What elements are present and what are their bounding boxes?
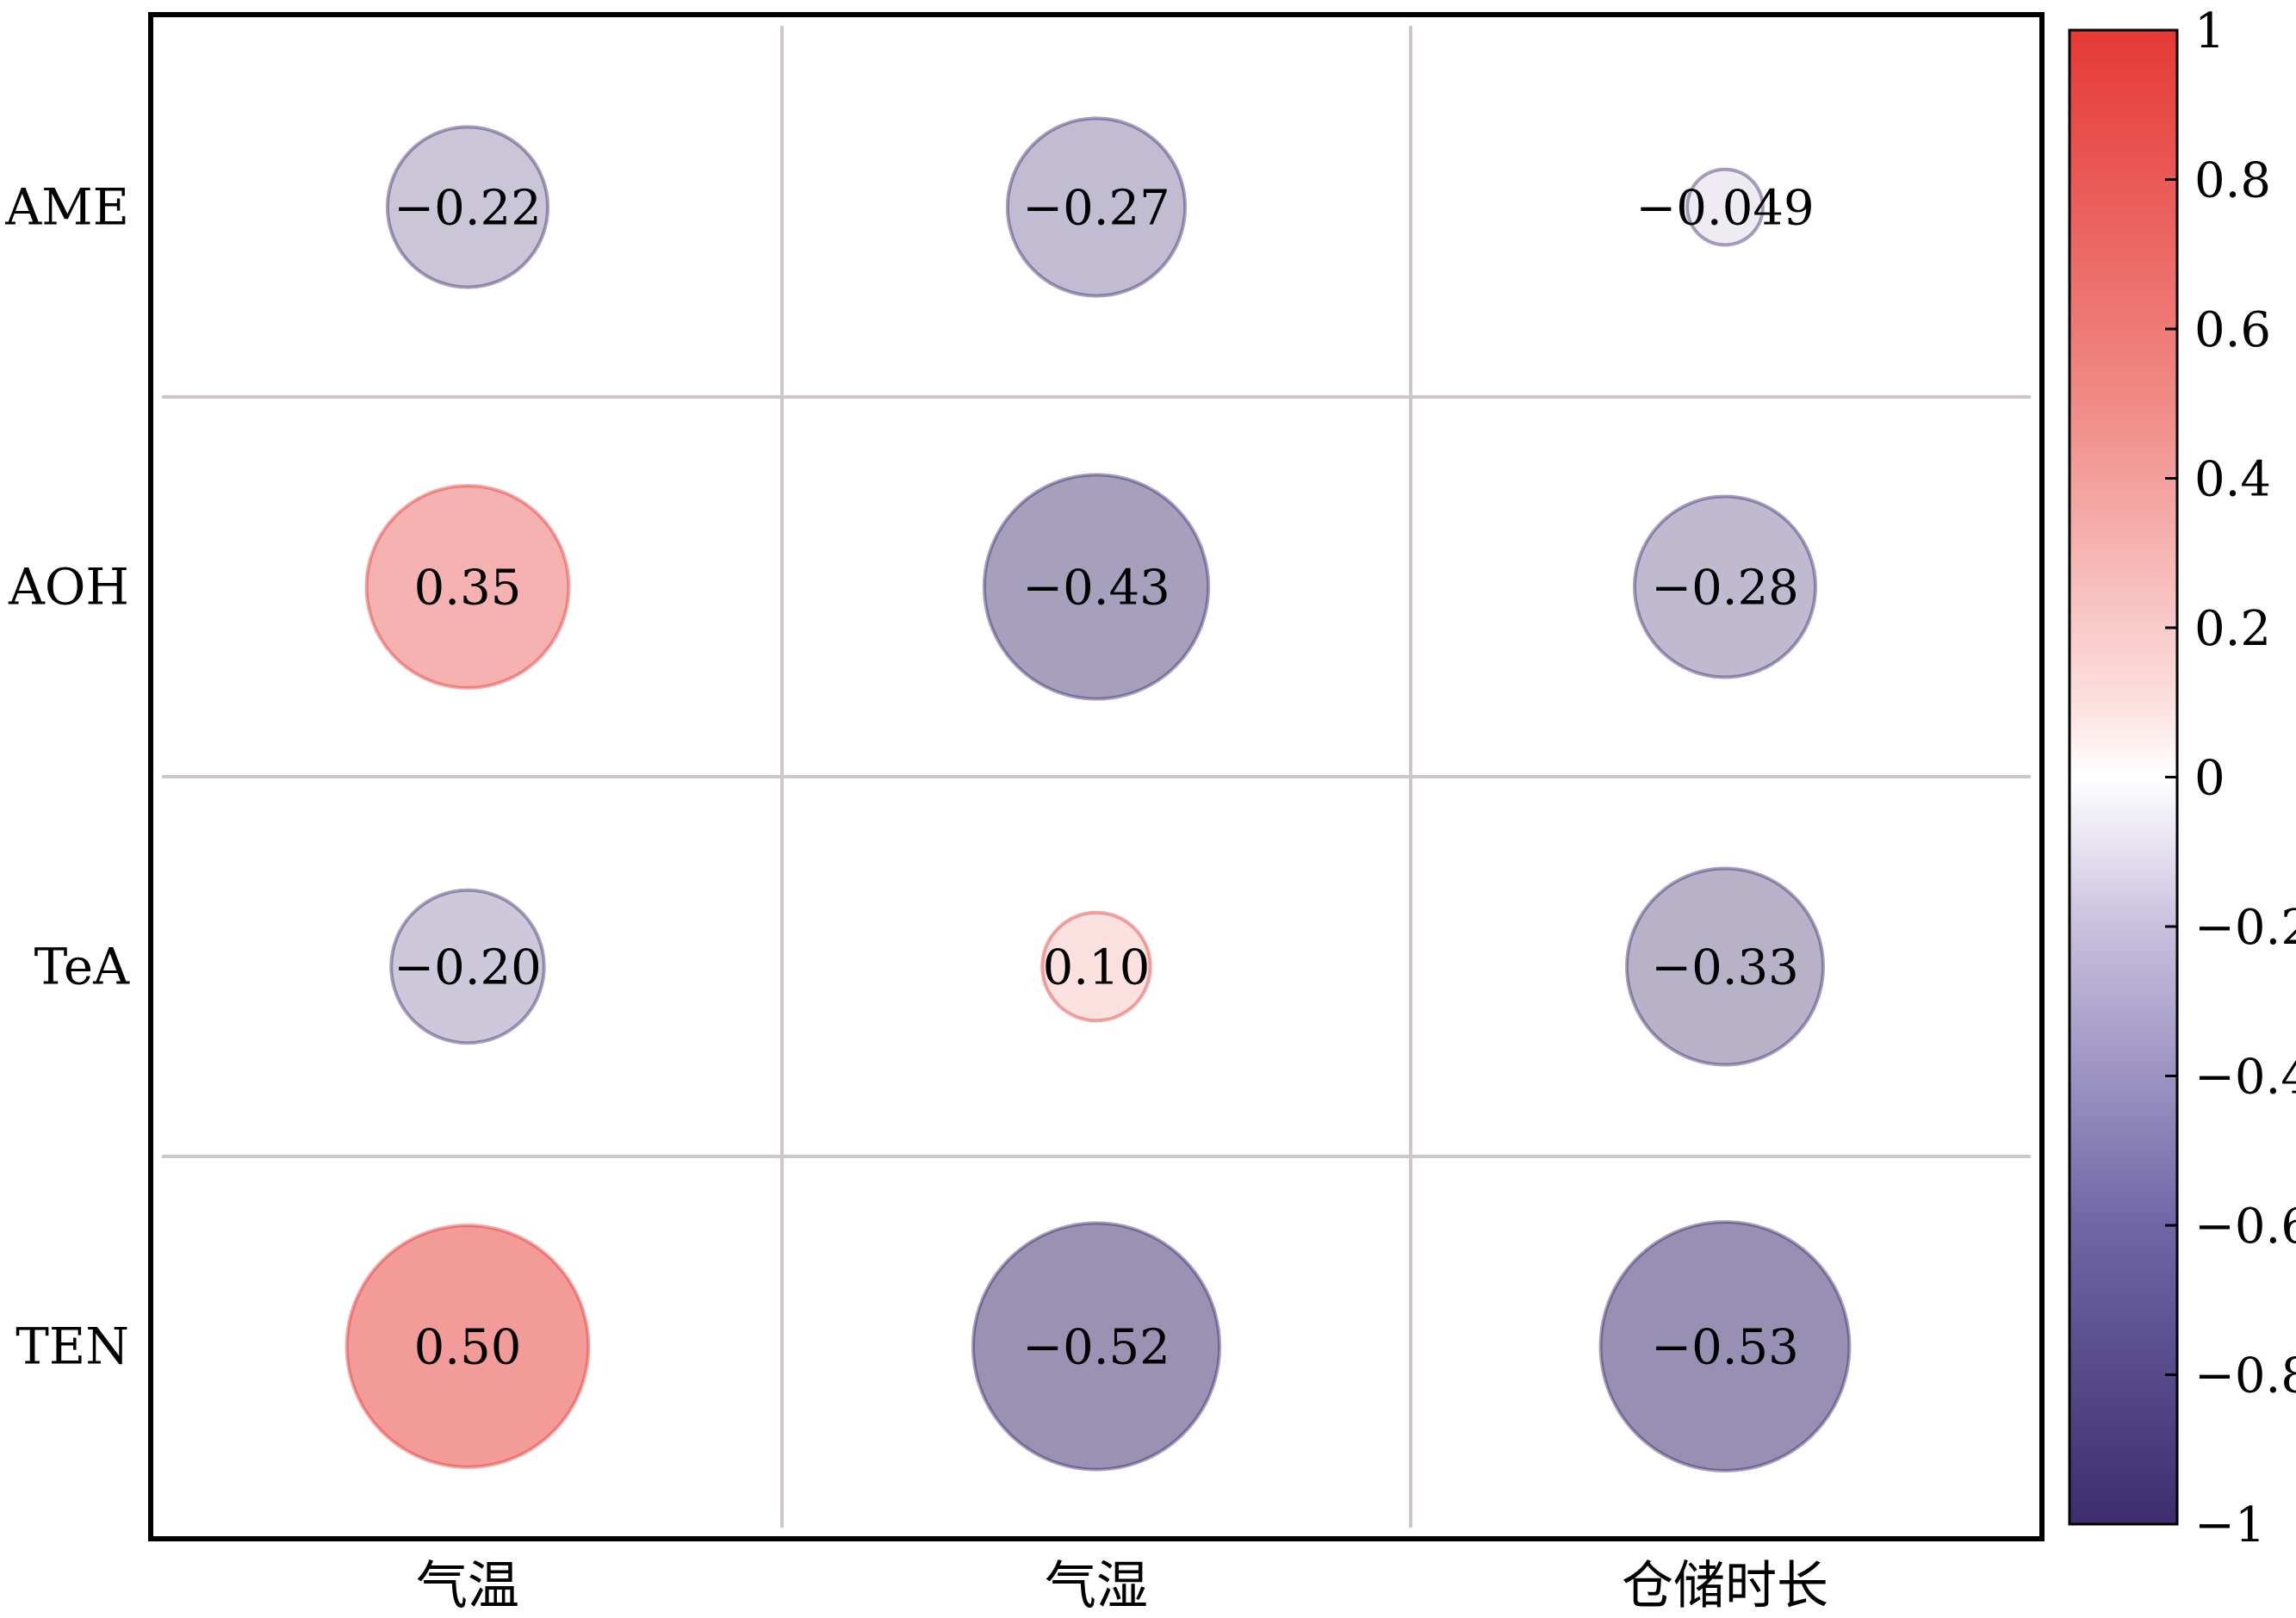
- correlation-circle: [344, 1224, 591, 1469]
- colorbar-tick-label: 0.8: [2194, 153, 2271, 209]
- correlation-circles: −0.22 −0.27 −0.049 0.35 −0.43 −0.28 −0.20 0.10 −…: [344, 116, 1852, 1472]
- colorbar-tick-label: 0: [2194, 751, 2225, 807]
- cell-value-label: −0.20: [394, 940, 542, 996]
- correlation-circle: [389, 888, 546, 1045]
- column-label: 仓储时长: [1622, 1556, 1828, 1616]
- cell-value-label: −0.53: [1651, 1320, 1799, 1376]
- correlation-circle: [1685, 167, 1765, 247]
- colorbar: 1 0.8 0.6 0.4 0.2 0 −0.2 −0.4 −0.6 −0.8 −1: [2068, 3, 2296, 1553]
- correlation-circle: [385, 125, 550, 289]
- cell-value-label: −0.28: [1651, 561, 1799, 617]
- row-labels: AME AOH TeA TEN: [4, 178, 130, 1376]
- cell-value-label: −0.22: [394, 181, 542, 237]
- cell-value-label: 0.10: [1043, 940, 1151, 996]
- plot-frame: [148, 12, 2045, 1541]
- colorbar-tick-label: 0.6: [2194, 302, 2271, 358]
- correlation-circle: [982, 473, 1211, 701]
- column-label: 气湿: [1045, 1556, 1148, 1616]
- correlation-circle: [364, 484, 571, 690]
- correlation-circle: [1632, 494, 1818, 679]
- cell-value-label: 0.35: [414, 561, 522, 617]
- row-label: TeA: [34, 938, 131, 996]
- cell-value-label: 0.50: [414, 1320, 522, 1376]
- colorbar-tick-label: −0.8: [2194, 1348, 2296, 1404]
- grid-lines: [162, 26, 2031, 1528]
- row-label: TEN: [16, 1317, 129, 1376]
- correlation-circle: [1598, 1220, 1852, 1472]
- cell-value-label: −0.33: [1651, 940, 1799, 996]
- colorbar-tick-label: −0.2: [2194, 900, 2296, 956]
- correlation-circle: [1040, 910, 1152, 1023]
- column-labels: 气温 气湿 仓储时长: [416, 1556, 1828, 1616]
- colorbar-tick-label: −0.4: [2194, 1050, 2296, 1106]
- colorbar-tick-label: −1: [2194, 1497, 2266, 1553]
- row-label: AOH: [8, 558, 129, 617]
- colorbar-tick-label: −0.6: [2194, 1199, 2296, 1255]
- cell-value-label: −0.049: [1635, 181, 1814, 237]
- correlation-circle: [1005, 116, 1188, 298]
- row-label: AME: [4, 178, 129, 237]
- colorbar-tick-label: 0.4: [2194, 452, 2271, 508]
- column-label: 气温: [416, 1556, 519, 1616]
- colorbar-gradient: [2068, 28, 2179, 1526]
- colorbar-tick-label: 1: [2194, 3, 2225, 59]
- cell-value-label: −0.52: [1022, 1320, 1170, 1376]
- cell-value-label: −0.43: [1022, 561, 1170, 617]
- correlation-circle: [1624, 866, 1826, 1067]
- colorbar-tick-label: 0.2: [2194, 601, 2271, 657]
- cell-value-label: −0.27: [1022, 181, 1170, 237]
- correlation-circle: [971, 1221, 1222, 1472]
